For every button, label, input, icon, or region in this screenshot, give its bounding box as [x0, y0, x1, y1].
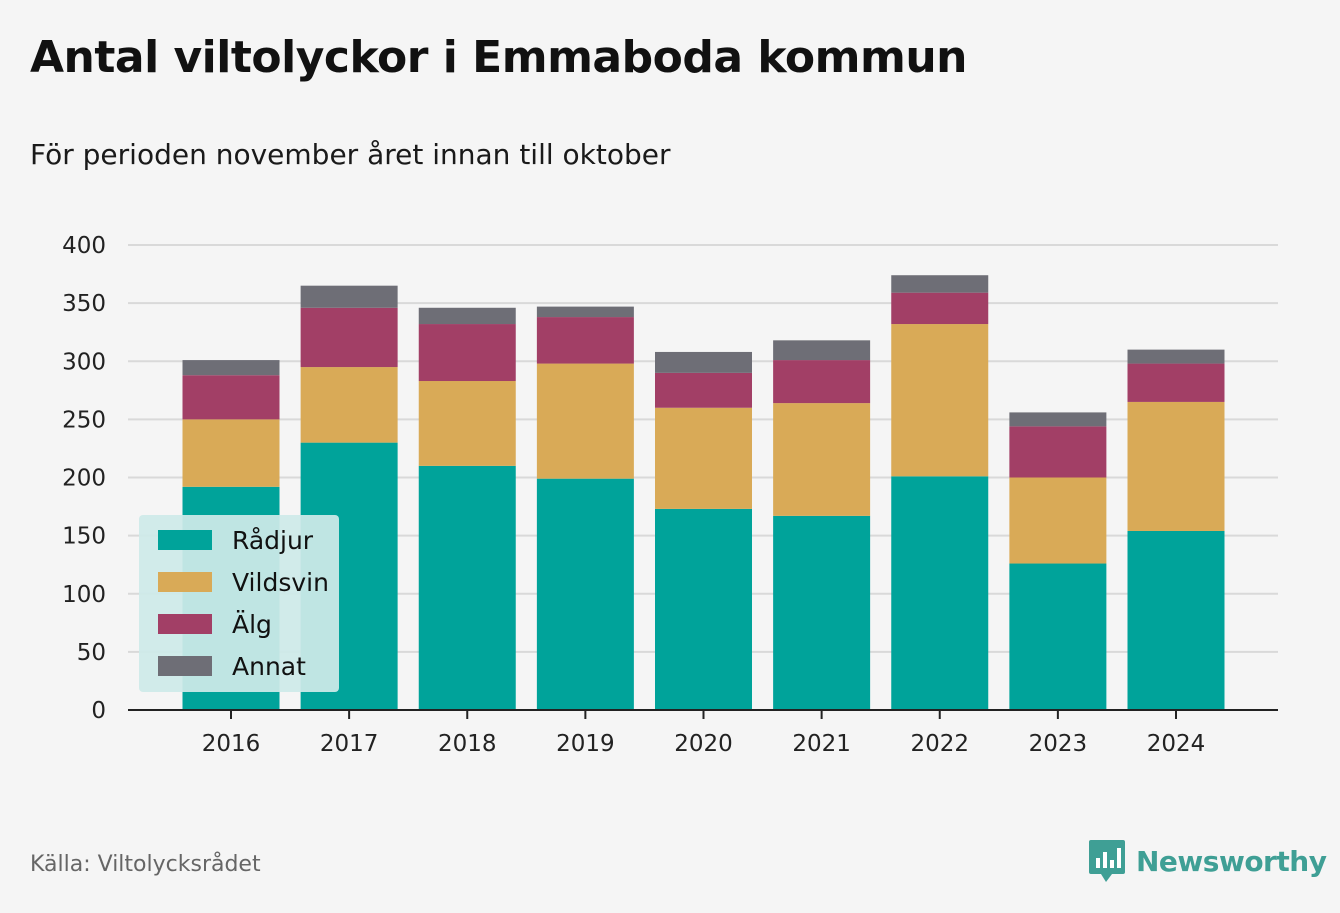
- bar-rådjur-2024: [1127, 530, 1225, 710]
- bar-vildsvin-2019: [536, 363, 634, 479]
- y-tick-label: 400: [62, 233, 106, 259]
- bar-vildsvin-2021: [773, 403, 871, 516]
- legend-swatch-vildsvin: [158, 572, 212, 592]
- newsworthy-icon: [1089, 840, 1125, 882]
- bar-älg-2016: [182, 375, 280, 420]
- bar-annat-2017: [300, 285, 398, 308]
- y-tick-label: 150: [62, 524, 106, 550]
- bar-annat-2020: [655, 351, 752, 373]
- legend-label: Älg: [232, 610, 272, 639]
- legend-label: Rådjur: [232, 526, 314, 555]
- bar-älg-2023: [1009, 426, 1107, 478]
- bar-älg-2021: [773, 360, 871, 404]
- legend-swatch-rådjur: [158, 530, 212, 550]
- y-tick-label: 0: [91, 698, 106, 724]
- x-tick-label: 2019: [556, 731, 615, 757]
- bar-älg-2019: [536, 317, 634, 364]
- bar-älg-2020: [655, 372, 752, 408]
- bar-annat-2016: [182, 360, 280, 376]
- legend-swatch-älg: [158, 614, 212, 634]
- legend-label: Annat: [232, 652, 306, 681]
- bar-vildsvin-2022: [891, 324, 989, 477]
- x-tick-label: 2021: [792, 731, 851, 757]
- bar-annat-2021: [773, 340, 871, 361]
- x-tick-label: 2020: [674, 731, 733, 757]
- x-tick-label: 2016: [202, 731, 261, 757]
- chart-title: Antal viltolyckor i Emmaboda kommun: [30, 32, 968, 83]
- source-note: Källa: Viltolycksrådet: [30, 852, 261, 877]
- bar-vildsvin-2024: [1127, 401, 1225, 531]
- bar-rådjur-2021: [773, 515, 871, 710]
- y-tick-label: 250: [62, 407, 106, 433]
- y-tick-label: 350: [62, 291, 106, 317]
- bar-vildsvin-2023: [1009, 477, 1107, 564]
- y-tick-label: 200: [62, 466, 106, 492]
- bar-rådjur-2023: [1009, 563, 1107, 710]
- x-tick-label: 2017: [320, 731, 379, 757]
- bar-vildsvin-2016: [182, 419, 280, 487]
- newsworthy-logo: Newsworthy: [1088, 838, 1327, 884]
- chart-subtitle: För perioden november året innan till ok…: [30, 138, 671, 171]
- bar-annat-2024: [1127, 349, 1225, 364]
- bar-rådjur-2018: [418, 465, 516, 710]
- bar-annat-2018: [418, 307, 516, 325]
- bar-vildsvin-2020: [655, 407, 752, 509]
- bar-annat-2019: [536, 306, 634, 318]
- bar-rådjur-2020: [655, 508, 752, 710]
- bar-älg-2022: [891, 292, 989, 325]
- bar-rådjur-2022: [891, 476, 989, 710]
- y-tick-label: 100: [62, 582, 106, 608]
- legend-box: [139, 515, 339, 692]
- bar-rådjur-2019: [536, 478, 634, 710]
- bar-annat-2023: [1009, 412, 1107, 427]
- bar-älg-2018: [418, 324, 516, 382]
- bar-vildsvin-2017: [300, 367, 398, 443]
- x-tick-label: 2023: [1029, 731, 1088, 757]
- y-tick-label: 50: [77, 640, 106, 666]
- bar-älg-2024: [1127, 363, 1225, 402]
- bar-älg-2017: [300, 307, 398, 368]
- legend-swatch-annat: [158, 656, 212, 676]
- y-tick-label: 300: [62, 349, 106, 375]
- x-tick-label: 2022: [910, 731, 969, 757]
- legend-label: Vildsvin: [232, 568, 329, 597]
- x-tick-label: 2018: [438, 731, 497, 757]
- bar-annat-2022: [891, 275, 989, 293]
- stacked-bar-chart: 0 50 100 150 200 250 300 350 400 2016 2017 2018 2019…: [62, 233, 1278, 757]
- x-tick-label: 2024: [1147, 731, 1206, 757]
- brand-name: Newsworthy: [1136, 844, 1327, 878]
- bar-vildsvin-2018: [418, 381, 516, 466]
